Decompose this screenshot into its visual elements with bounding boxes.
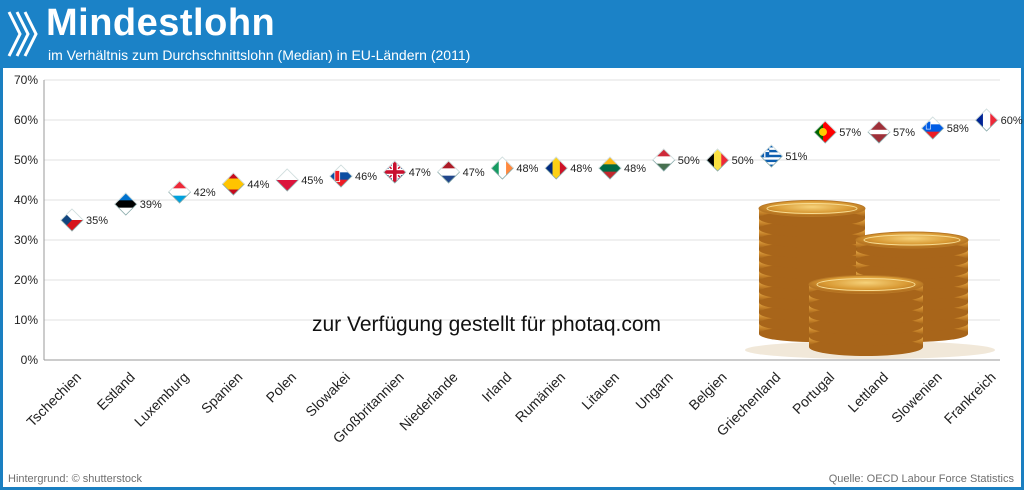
y-tick-label: 50% — [14, 153, 38, 167]
y-tick-label: 0% — [21, 353, 39, 367]
x-tick-label: Niederlande — [396, 369, 461, 434]
data-point-luxemburg: 42% — [168, 180, 216, 204]
portugal-flag-icon — [814, 121, 837, 143]
data-point-tschechien: 35% — [60, 208, 108, 232]
value-label: 50% — [678, 155, 700, 167]
estonia-flag-icon — [114, 193, 137, 215]
data-point-estland: 39% — [114, 192, 162, 216]
y-tick-label: 60% — [14, 113, 38, 127]
lithuania-flag-icon — [599, 157, 621, 179]
uk-flag-icon — [383, 161, 406, 183]
value-label: 42% — [194, 187, 216, 199]
y-tick-label: 30% — [14, 233, 38, 247]
value-label: 48% — [570, 163, 592, 175]
value-label: 47% — [409, 167, 431, 179]
x-tick-label: Frankreich — [941, 369, 999, 427]
watermark-text: zur Verfügung gestellt für photaq.com — [312, 313, 662, 336]
value-label: 48% — [624, 163, 646, 175]
data-point-griechenland: 51% — [759, 144, 808, 168]
poland-flag-icon — [276, 169, 299, 191]
spain-flag-icon — [222, 173, 245, 195]
value-label: 57% — [839, 127, 861, 139]
data-point-litauen: 48% — [598, 156, 646, 180]
source-credit: Quelle: OECD Labour Force Statistics — [828, 473, 1014, 485]
value-label: 51% — [785, 151, 807, 163]
hungary-flag-icon — [652, 149, 675, 171]
data-point-irland: 48% — [490, 156, 539, 180]
greece-flag-icon — [760, 145, 783, 167]
x-tick-label: Belgien — [685, 369, 729, 413]
y-axis: 0% 10% 20% 30% 40% 50% 60% 70% — [14, 73, 1000, 367]
data-point-frankreich: 60% — [975, 108, 1023, 132]
data-point-spanien: 44% — [221, 172, 270, 196]
netherlands-flag-icon — [437, 161, 460, 183]
x-tick-label: Lettland — [845, 369, 892, 416]
x-tick-label: Slowakei — [302, 369, 353, 420]
chart-subtitle: im Verhältnis zum Durchschnittslohn (Med… — [48, 47, 471, 63]
data-point-slowakei: 46% — [329, 164, 377, 188]
data-point-portugal: 57% — [813, 120, 861, 144]
coin-stack — [808, 275, 924, 356]
x-tick-label: Tschechien — [23, 369, 84, 430]
data-point-belgien: 50% — [706, 148, 754, 172]
x-tick-label: Spanien — [198, 369, 246, 417]
latvia-flag-icon — [868, 121, 890, 143]
x-tick-label: Litauen — [578, 369, 622, 413]
x-tick-label: Slowenien — [888, 369, 945, 426]
data-point-rumänien: 48% — [544, 156, 592, 180]
ireland-flag-icon — [491, 157, 514, 179]
france-flag-icon — [975, 109, 998, 131]
header-banner: Mindestlohn im Verhältnis zum Durchschni… — [0, 0, 1024, 68]
x-tick-label: Rumänien — [512, 369, 568, 425]
chart-plot: 0% 10% 20% 30% 40% 50% 60% 70% 35% 39% 42% 44% 45% 4… — [14, 73, 1023, 446]
y-tick-label: 20% — [14, 273, 38, 287]
x-tick-label: Portugal — [789, 369, 837, 417]
slovakia-flag-icon — [330, 165, 352, 187]
value-label: 60% — [1001, 115, 1023, 127]
oecd-logo-icon — [7, 11, 38, 57]
data-points: 35% 39% 42% 44% 45% 46% 47% 47% 48% 48% 48% 50% 50% 5… — [60, 108, 1023, 232]
value-label: 58% — [947, 123, 969, 135]
value-label: 47% — [463, 167, 485, 179]
value-label: 50% — [732, 155, 754, 167]
x-tick-label: Estland — [94, 369, 138, 413]
value-label: 46% — [355, 171, 377, 183]
czech-flag-icon — [61, 209, 83, 231]
data-point-großbritannien: 47% — [383, 160, 431, 184]
chart-title: Mindestlohn — [46, 2, 276, 44]
belgium-flag-icon — [706, 149, 729, 171]
value-label: 57% — [893, 127, 915, 139]
x-tick-label: Irland — [478, 369, 514, 405]
y-tick-label: 40% — [14, 193, 38, 207]
coins-background-image — [745, 200, 995, 359]
data-point-ungarn: 50% — [652, 148, 700, 172]
value-label: 48% — [516, 163, 538, 175]
x-tick-label: Polen — [263, 369, 300, 406]
data-point-lettland: 57% — [867, 120, 915, 144]
data-point-polen: 45% — [275, 168, 323, 192]
value-label: 45% — [301, 175, 323, 187]
x-tick-label: Luxemburg — [131, 369, 192, 430]
data-point-slowenien: 58% — [921, 116, 969, 140]
value-label: 39% — [140, 199, 162, 211]
y-tick-label: 10% — [14, 313, 38, 327]
background-credit: Hintergrund: © shutterstock — [8, 473, 143, 485]
value-label: 44% — [247, 179, 269, 191]
romania-flag-icon — [545, 157, 568, 179]
value-label: 35% — [86, 215, 108, 227]
y-tick-label: 70% — [14, 73, 38, 87]
luxembourg-flag-icon — [168, 181, 191, 203]
x-tick-label: Ungarn — [632, 369, 676, 413]
data-point-niederlande: 47% — [437, 160, 485, 184]
